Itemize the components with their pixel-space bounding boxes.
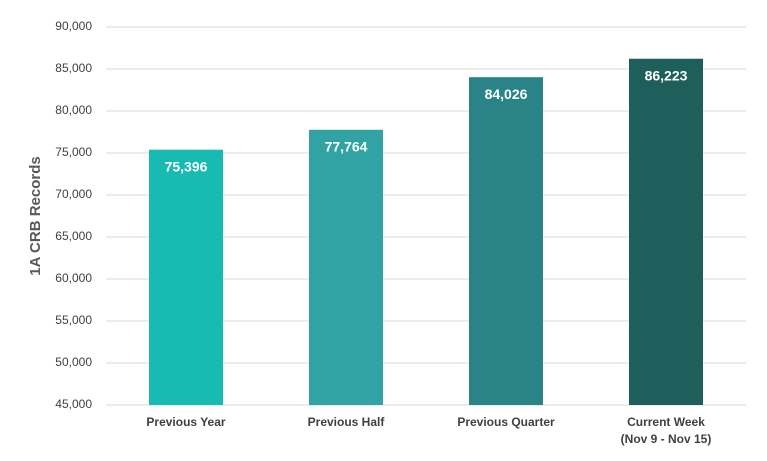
bar <box>629 58 703 405</box>
x-tick-label: Current Week (Nov 9 - Nov 15) <box>620 415 712 446</box>
y-tick-label: 75,000 <box>55 145 92 159</box>
y-tick-label: 65,000 <box>55 229 92 243</box>
y-axis-title: 1A CRB Records <box>27 156 44 275</box>
value-label: 75,396 <box>165 158 208 174</box>
value-label: 77,764 <box>325 138 368 154</box>
y-tick-label: 80,000 <box>55 103 92 117</box>
y-tick-label: 45,000 <box>55 397 92 411</box>
y-tick-label: 70,000 <box>55 187 92 201</box>
y-tick-label: 55,000 <box>55 313 92 327</box>
value-label: 84,026 <box>485 86 528 102</box>
y-tick-label: 50,000 <box>55 355 92 369</box>
x-tick-label: Previous Half <box>307 415 385 429</box>
value-label: 86,223 <box>645 67 688 83</box>
y-tick-label: 60,000 <box>55 271 92 285</box>
x-tick-label: Previous Year <box>146 415 226 429</box>
bar <box>469 77 543 405</box>
bar <box>309 129 383 405</box>
x-tick-label: Previous Quarter <box>457 415 555 429</box>
bar <box>149 149 223 405</box>
y-tick-label: 90,000 <box>55 19 92 33</box>
y-tick-label: 85,000 <box>55 61 92 75</box>
